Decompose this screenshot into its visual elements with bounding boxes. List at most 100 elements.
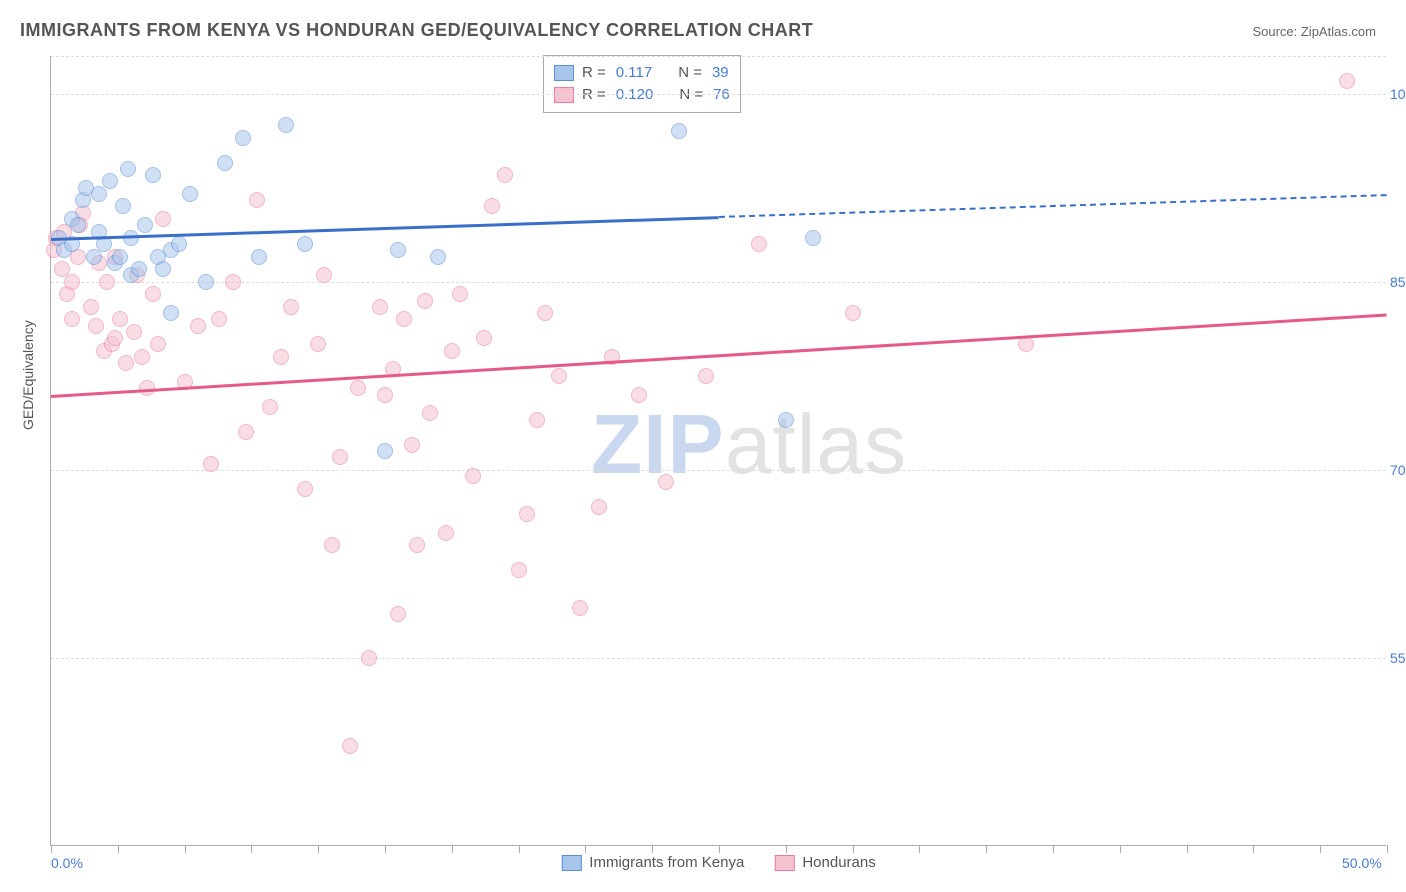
legend-item-kenya: Immigrants from Kenya	[561, 854, 744, 871]
scatter-point-honduras	[417, 293, 433, 309]
scatter-point-kenya	[217, 155, 233, 171]
scatter-point-honduras	[190, 318, 206, 334]
scatter-point-kenya	[145, 167, 161, 183]
xtick	[1120, 845, 1121, 853]
source-prefix: Source:	[1252, 24, 1300, 39]
scatter-point-honduras	[112, 311, 128, 327]
scatter-point-honduras	[444, 343, 460, 359]
scatter-point-honduras	[551, 368, 567, 384]
scatter-point-honduras	[409, 537, 425, 553]
scatter-point-honduras	[845, 305, 861, 321]
xtick	[919, 845, 920, 853]
stats-row: R =0.120N =76	[554, 84, 730, 106]
xtick	[585, 845, 586, 853]
scatter-point-kenya	[131, 261, 147, 277]
xtick	[318, 845, 319, 853]
stat-r-value: 0.117	[616, 62, 652, 84]
xtick-label: 50.0%	[1342, 855, 1382, 871]
scatter-point-kenya	[278, 117, 294, 133]
scatter-point-honduras	[519, 506, 535, 522]
scatter-point-kenya	[70, 217, 86, 233]
y-axis-label: GED/Equivalency	[20, 320, 36, 430]
scatter-point-honduras	[107, 330, 123, 346]
xtick	[1053, 845, 1054, 853]
scatter-point-honduras	[537, 305, 553, 321]
legend-swatch-kenya	[554, 65, 574, 81]
trendline-honduras	[51, 313, 1387, 397]
scatter-point-honduras	[404, 437, 420, 453]
xtick	[1387, 845, 1388, 853]
trendline-kenya-dashed	[719, 194, 1387, 218]
gridline	[51, 94, 1386, 95]
scatter-point-kenya	[377, 443, 393, 459]
scatter-point-kenya	[198, 274, 214, 290]
gridline	[51, 282, 1386, 283]
scatter-point-honduras	[658, 474, 674, 490]
scatter-point-kenya	[671, 123, 687, 139]
scatter-point-kenya	[137, 217, 153, 233]
scatter-point-honduras	[134, 349, 150, 365]
scatter-point-honduras	[529, 412, 545, 428]
scatter-point-kenya	[163, 305, 179, 321]
scatter-point-honduras	[310, 336, 326, 352]
scatter-point-honduras	[155, 211, 171, 227]
scatter-point-honduras	[126, 324, 142, 340]
xtick	[652, 845, 653, 853]
xtick	[185, 845, 186, 853]
xtick	[1320, 845, 1321, 853]
scatter-point-honduras	[273, 349, 289, 365]
scatter-point-honduras	[262, 399, 278, 415]
xtick	[853, 845, 854, 853]
xtick	[986, 845, 987, 853]
xtick-label: 0.0%	[51, 855, 83, 871]
scatter-point-honduras	[83, 299, 99, 315]
scatter-point-honduras	[211, 311, 227, 327]
stat-n-label: N =	[678, 62, 702, 84]
xtick	[385, 845, 386, 853]
xtick	[786, 845, 787, 853]
scatter-point-honduras	[64, 311, 80, 327]
xtick	[1253, 845, 1254, 853]
scatter-point-honduras	[452, 286, 468, 302]
scatter-point-kenya	[251, 249, 267, 265]
scatter-point-kenya	[805, 230, 821, 246]
scatter-point-honduras	[203, 456, 219, 472]
scatter-point-honduras	[145, 286, 161, 302]
scatter-point-honduras	[225, 274, 241, 290]
watermark-atlas: atlas	[725, 397, 907, 491]
scatter-point-kenya	[115, 198, 131, 214]
scatter-point-honduras	[64, 274, 80, 290]
scatter-point-kenya	[430, 249, 446, 265]
chart-plot-area: ZIPatlas R =0.117N =39R =0.120N =76 Immi…	[50, 56, 1386, 846]
scatter-point-honduras	[99, 274, 115, 290]
stat-n-label: N =	[679, 84, 703, 106]
scatter-point-honduras	[497, 167, 513, 183]
legend-swatch-honduras	[554, 87, 574, 103]
gridline	[51, 658, 1386, 659]
scatter-point-honduras	[377, 387, 393, 403]
legend-swatch-honduras	[774, 855, 794, 871]
scatter-point-honduras	[372, 299, 388, 315]
scatter-point-honduras	[88, 318, 104, 334]
stats-row: R =0.117N =39	[554, 62, 730, 84]
scatter-point-honduras	[396, 311, 412, 327]
bottom-legend: Immigrants from Kenya Hondurans	[561, 854, 875, 871]
scatter-point-kenya	[155, 261, 171, 277]
ytick-label: 55.0%	[1390, 650, 1406, 666]
stat-n-value: 39	[712, 62, 729, 84]
scatter-point-kenya	[182, 186, 198, 202]
scatter-point-honduras	[422, 405, 438, 421]
scatter-point-kenya	[102, 173, 118, 189]
scatter-point-honduras	[484, 198, 500, 214]
xtick	[118, 845, 119, 853]
legend-swatch-kenya	[561, 855, 581, 871]
legend-item-honduras: Hondurans	[774, 854, 875, 871]
ytick-label: 70.0%	[1390, 462, 1406, 478]
scatter-point-honduras	[118, 355, 134, 371]
scatter-point-honduras	[476, 330, 492, 346]
scatter-point-honduras	[249, 192, 265, 208]
scatter-point-honduras	[465, 468, 481, 484]
stat-r-value: 0.120	[616, 84, 654, 106]
ytick-label: 85.0%	[1390, 274, 1406, 290]
scatter-point-honduras	[631, 387, 647, 403]
